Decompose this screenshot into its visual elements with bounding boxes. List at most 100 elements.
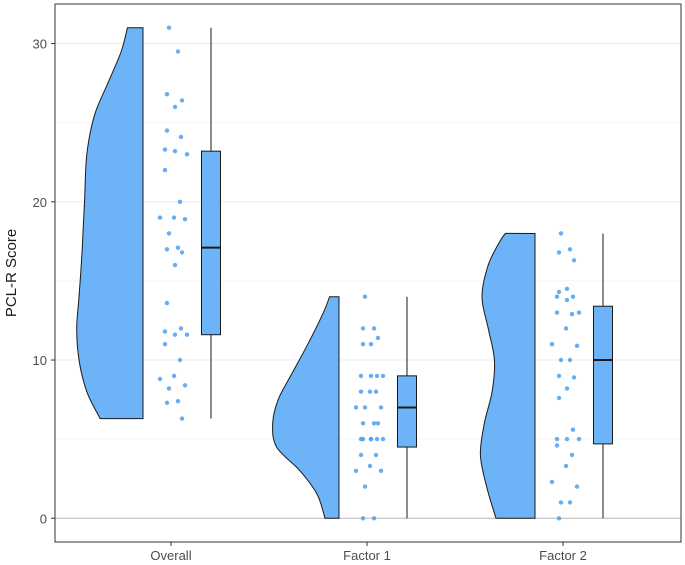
data-point xyxy=(164,400,170,405)
data-point xyxy=(171,215,177,220)
data-point xyxy=(157,376,163,382)
data-point xyxy=(162,167,168,173)
data-point xyxy=(362,484,368,489)
data-points xyxy=(157,25,582,521)
data-point xyxy=(371,421,377,426)
plot-panel-border xyxy=(54,3,682,543)
y-axis-title: PCL-R Score xyxy=(3,229,20,317)
data-point xyxy=(576,310,582,315)
data-point xyxy=(177,199,183,204)
data-point xyxy=(166,231,172,236)
data-point xyxy=(360,421,366,426)
data-point xyxy=(378,405,384,410)
data-point xyxy=(569,452,575,458)
data-point xyxy=(373,452,379,458)
data-point xyxy=(564,297,570,303)
y-tick-label: 10 xyxy=(33,353,47,368)
data-point xyxy=(172,104,178,110)
data-point xyxy=(380,436,386,442)
data-point xyxy=(574,484,580,489)
data-point xyxy=(558,357,564,363)
data-point xyxy=(378,468,384,473)
data-point xyxy=(574,343,580,348)
data-point xyxy=(360,342,366,347)
data-point xyxy=(360,516,366,521)
data-point xyxy=(166,25,172,30)
data-point xyxy=(564,386,570,391)
data-point xyxy=(179,98,185,103)
data-point xyxy=(353,405,359,410)
data-point xyxy=(371,516,377,521)
data-point xyxy=(571,375,577,380)
data-point xyxy=(184,332,190,337)
data-point xyxy=(182,217,188,222)
data-point xyxy=(175,245,181,250)
data-point xyxy=(569,311,575,317)
density-cloud xyxy=(479,232,536,519)
data-point xyxy=(571,258,577,263)
box-iqr xyxy=(201,150,221,336)
x-axis-ticks: Overall Factor 1 Factor 2 xyxy=(150,542,587,563)
data-point xyxy=(373,389,379,394)
y-tick-label: 0 xyxy=(40,511,47,526)
data-point xyxy=(178,326,184,331)
box-iqr xyxy=(593,305,613,445)
data-point xyxy=(556,373,562,379)
data-point xyxy=(358,452,364,458)
grid-lines xyxy=(55,43,681,519)
data-point xyxy=(175,399,181,404)
boxplots xyxy=(201,27,613,519)
data-point xyxy=(162,147,168,152)
data-point xyxy=(563,326,569,331)
data-point xyxy=(558,231,564,236)
data-point xyxy=(166,386,172,391)
density-cloud xyxy=(76,27,144,420)
data-point xyxy=(554,310,560,315)
data-point xyxy=(164,247,170,252)
data-point xyxy=(567,357,573,363)
data-point xyxy=(554,436,560,442)
data-point xyxy=(375,335,381,341)
data-point xyxy=(367,463,373,469)
data-point xyxy=(164,128,170,133)
data-point xyxy=(556,250,562,255)
data-point xyxy=(353,468,359,473)
data-point xyxy=(172,149,178,154)
data-point xyxy=(367,389,373,394)
data-point xyxy=(184,152,190,157)
density-clouds xyxy=(76,27,536,519)
x-tick-label: Factor 2 xyxy=(539,548,587,563)
box-iqr xyxy=(397,375,417,448)
y-tick-label: 30 xyxy=(33,37,47,52)
data-point xyxy=(172,262,178,268)
data-point xyxy=(368,373,374,379)
x-tick-label: Factor 1 xyxy=(343,548,391,563)
y-tick-label: 20 xyxy=(33,195,47,210)
data-point xyxy=(375,421,381,426)
data-point xyxy=(171,373,177,379)
data-point xyxy=(371,326,377,331)
data-point xyxy=(368,436,374,442)
data-point xyxy=(177,357,183,363)
x-tick-label: Overall xyxy=(150,548,191,563)
data-point xyxy=(368,342,374,347)
data-point xyxy=(556,516,562,521)
data-point xyxy=(564,286,570,291)
data-point xyxy=(182,383,188,388)
data-point xyxy=(556,395,562,401)
data-point xyxy=(358,373,364,379)
data-point xyxy=(549,342,555,347)
data-point xyxy=(172,332,178,337)
data-point xyxy=(162,342,168,347)
data-point xyxy=(554,294,560,299)
data-point xyxy=(179,250,185,255)
data-point xyxy=(570,427,576,432)
data-point xyxy=(178,134,184,140)
data-point xyxy=(164,300,170,306)
data-point xyxy=(179,416,185,421)
data-point xyxy=(164,92,170,97)
data-point xyxy=(360,326,366,331)
data-point xyxy=(563,463,569,469)
data-point xyxy=(564,436,570,442)
